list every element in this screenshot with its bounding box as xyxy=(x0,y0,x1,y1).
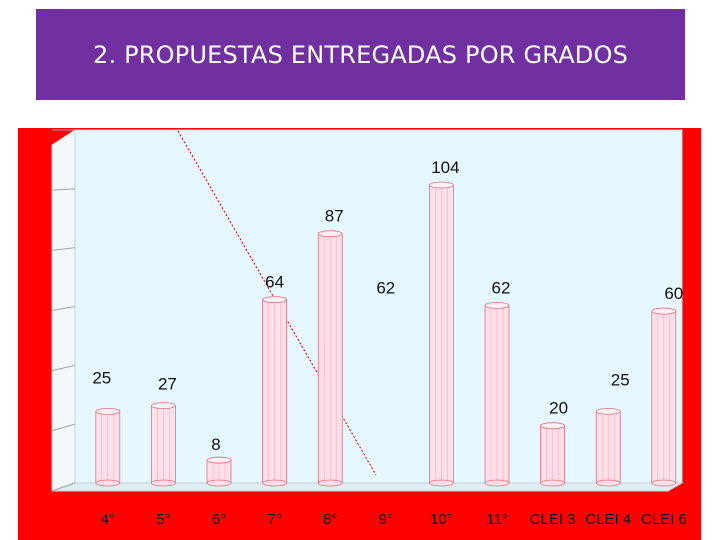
bar-base xyxy=(95,479,121,487)
data-label: 62 xyxy=(492,278,511,297)
bar-base xyxy=(317,479,343,487)
bar-cap xyxy=(206,456,232,464)
bar-base xyxy=(428,479,454,487)
y-tick xyxy=(51,306,76,311)
bar xyxy=(262,296,288,487)
data-label: 27 xyxy=(158,375,177,394)
data-label: 60 xyxy=(664,284,683,303)
bar-cap xyxy=(262,296,288,304)
x-tick-label: CLEI 6 xyxy=(641,511,687,528)
data-label: 62 xyxy=(376,278,395,297)
data-label: 8 xyxy=(211,435,220,454)
bar-cap xyxy=(540,422,565,430)
bar-cap xyxy=(317,230,343,238)
bar-base xyxy=(540,479,565,487)
bar-base xyxy=(262,479,288,487)
bar xyxy=(484,301,510,487)
bar-base xyxy=(206,479,232,487)
x-tick-label: 10° xyxy=(430,511,453,528)
data-label: 87 xyxy=(325,207,344,226)
bar xyxy=(317,230,343,487)
bar-cap xyxy=(428,181,454,189)
y-tick xyxy=(51,188,76,191)
bar xyxy=(206,456,232,487)
bar-base xyxy=(595,479,621,487)
chart-floor xyxy=(51,482,684,492)
chart-title: 2. PROPUESTAS ENTREGADAS POR GRADOS xyxy=(92,40,629,69)
bar xyxy=(540,422,565,487)
title-banner: 2. PROPUESTAS ENTREGADAS POR GRADOS xyxy=(36,9,685,100)
bar-base xyxy=(651,479,677,487)
bar-cap xyxy=(484,301,510,309)
side-wall xyxy=(51,129,76,492)
x-tick-label: 7° xyxy=(267,511,281,528)
x-tick-label: 5° xyxy=(156,511,170,528)
y-tick xyxy=(51,247,76,251)
data-label: 64 xyxy=(265,273,284,292)
data-label: 20 xyxy=(549,399,568,418)
bar-cap xyxy=(150,402,176,410)
bar-cap xyxy=(595,407,621,415)
y-tick xyxy=(51,482,76,492)
bar xyxy=(595,407,621,487)
x-tick-label: CLEI 4 xyxy=(585,511,631,528)
bar-base xyxy=(150,479,176,487)
bar xyxy=(428,181,454,487)
bar xyxy=(95,407,121,487)
x-tick-label: 6° xyxy=(212,511,226,528)
x-tick-label: 4° xyxy=(101,511,115,528)
bar-base xyxy=(484,479,510,487)
x-tick-label: CLEI 3 xyxy=(530,511,576,528)
bar xyxy=(651,307,677,487)
x-tick-label: 8° xyxy=(323,511,337,528)
y-tick xyxy=(51,423,76,432)
y-tick xyxy=(51,364,76,372)
bar xyxy=(150,402,176,487)
bar-cap xyxy=(95,407,121,415)
data-label: 104 xyxy=(431,158,459,177)
bar-cap xyxy=(651,307,677,315)
data-label: 25 xyxy=(92,368,111,387)
x-tick-label: 11° xyxy=(486,511,508,528)
x-tick-label: 9° xyxy=(379,511,393,528)
back-wall xyxy=(74,129,683,484)
data-label: 25 xyxy=(611,370,630,389)
